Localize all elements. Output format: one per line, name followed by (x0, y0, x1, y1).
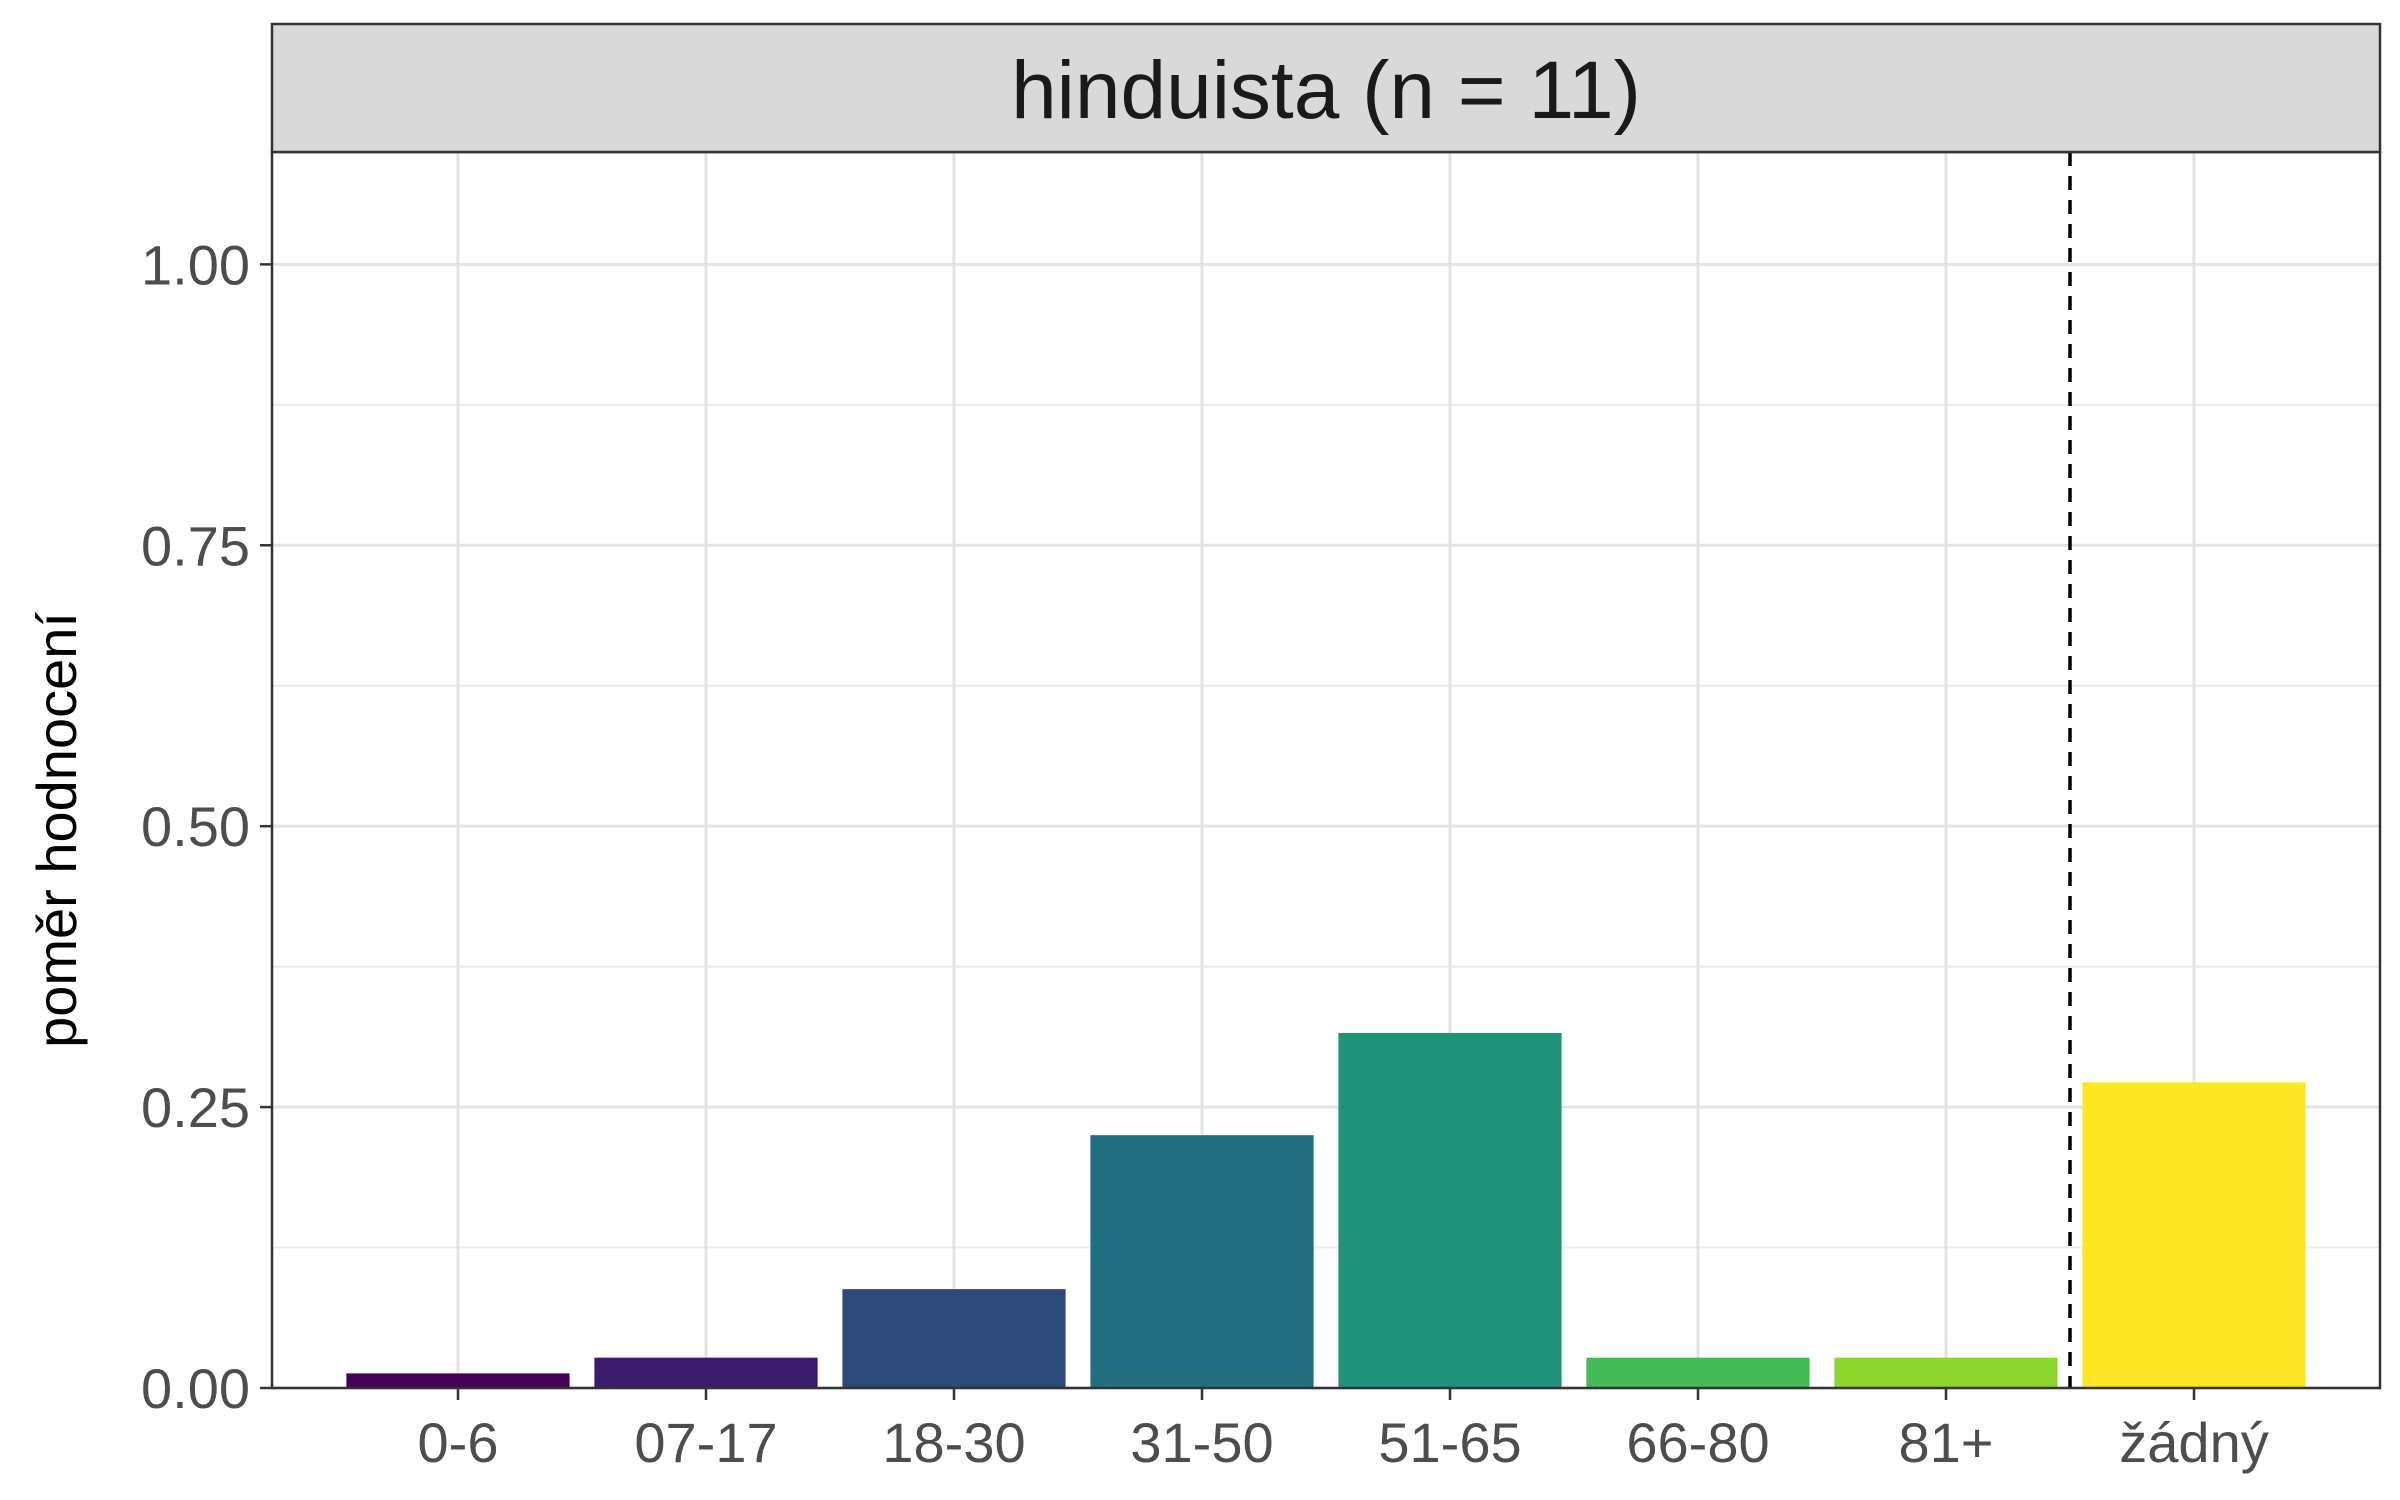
axes: 0.00 0.25 0.50 0.75 1.00 0-6 07-17 18-30 31-50 51… (141, 233, 2269, 1474)
x-tick-label: žádný (2119, 1411, 2268, 1474)
x-tick-label: 81+ (1899, 1411, 1994, 1474)
bar-66-80 (1586, 1357, 1810, 1388)
grid-lines (272, 152, 2380, 1390)
y-tick-label: 1.00 (141, 233, 250, 296)
bar-51-65 (1338, 1032, 1562, 1388)
bar-07-17 (594, 1357, 818, 1388)
bars (346, 1032, 2306, 1388)
bar-81+ (1834, 1357, 2058, 1388)
x-tick-label: 31-50 (1130, 1411, 1273, 1474)
bar-31-50 (1090, 1135, 1314, 1388)
x-tick-label: 18-30 (882, 1411, 1025, 1474)
bar-18-30 (842, 1289, 1066, 1388)
y-tick-label: 0.75 (141, 514, 250, 577)
y-tick-label: 0.00 (141, 1357, 250, 1420)
x-tick-label: 0-6 (418, 1411, 499, 1474)
y-tick-label: 0.25 (141, 1076, 250, 1139)
x-tick-label: 51-65 (1378, 1411, 1521, 1474)
facet-title: hinduista (n = 11) (1011, 45, 1641, 136)
y-tick-label: 0.50 (141, 795, 250, 858)
x-tick-label: 66-80 (1626, 1411, 1769, 1474)
x-tick-label: 07-17 (634, 1411, 777, 1474)
y-axis-title: poměr hodnocení (25, 612, 88, 1048)
facet-strip (270, 22, 2382, 154)
bar-0-6 (346, 1373, 570, 1388)
panel-border (270, 150, 2382, 1390)
bar-žádný (2082, 1082, 2306, 1388)
